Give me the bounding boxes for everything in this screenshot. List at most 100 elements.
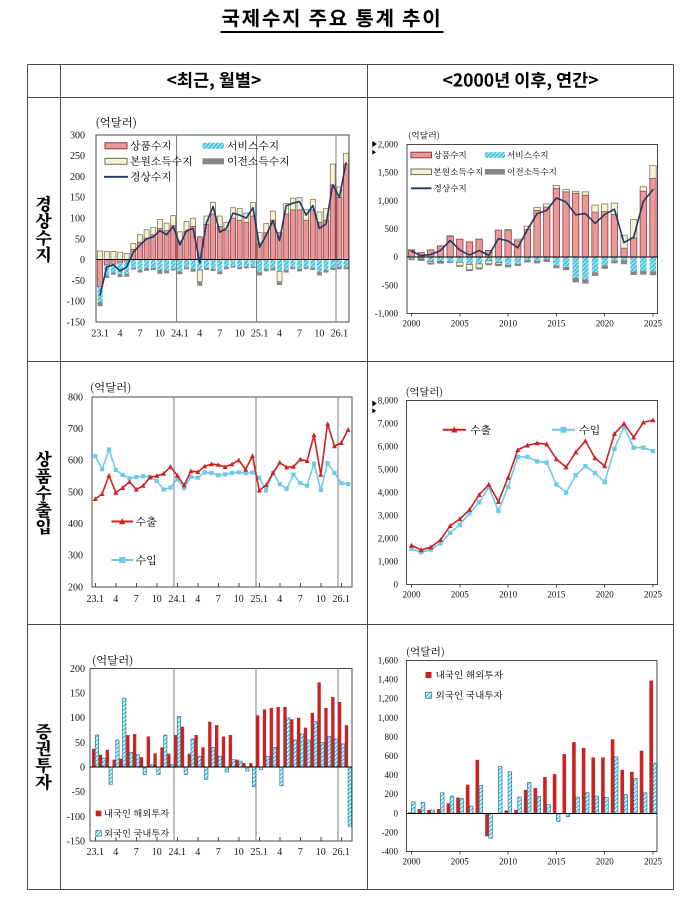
svg-text:2005: 2005 <box>451 857 470 867</box>
svg-text:2000: 2000 <box>403 590 422 600</box>
svg-text:6,000: 6,000 <box>378 442 399 452</box>
svg-text:7: 7 <box>134 847 139 858</box>
svg-text:700: 700 <box>68 424 83 435</box>
svg-text:7: 7 <box>298 847 303 858</box>
svg-text:2025: 2025 <box>644 857 663 867</box>
svg-text:-100: -100 <box>67 812 85 823</box>
svg-text:4: 4 <box>277 329 282 340</box>
svg-text:0: 0 <box>394 580 399 590</box>
svg-text:2005: 2005 <box>451 590 470 600</box>
svg-text:2000: 2000 <box>403 857 422 867</box>
svg-text:4: 4 <box>195 847 200 858</box>
svg-text:2,000: 2,000 <box>378 140 399 150</box>
svg-text:2000: 2000 <box>403 319 422 329</box>
svg-text:150: 150 <box>70 689 85 700</box>
svg-text:25.1: 25.1 <box>251 329 269 340</box>
svg-text:2020: 2020 <box>596 590 615 600</box>
svg-text:7: 7 <box>297 329 302 340</box>
svg-text:4: 4 <box>195 594 200 605</box>
svg-text:0: 0 <box>80 255 85 266</box>
svg-text:400: 400 <box>68 519 83 530</box>
svg-text:600: 600 <box>385 751 399 761</box>
svg-text:4: 4 <box>118 329 123 340</box>
svg-text:300: 300 <box>70 130 85 141</box>
svg-text:4: 4 <box>277 594 282 605</box>
svg-text:7: 7 <box>216 847 221 858</box>
svg-text:10: 10 <box>235 329 245 340</box>
svg-text:2025: 2025 <box>644 590 663 600</box>
svg-text:26.1: 26.1 <box>333 847 351 858</box>
svg-text:26.1: 26.1 <box>331 329 349 340</box>
svg-text:8,000: 8,000 <box>378 396 399 406</box>
svg-text:-500: -500 <box>382 280 399 290</box>
svg-text:800: 800 <box>385 732 399 742</box>
svg-text:1,500: 1,500 <box>378 168 399 178</box>
svg-text:600: 600 <box>68 456 83 467</box>
svg-text:-1,000: -1,000 <box>375 309 399 319</box>
svg-text:2010: 2010 <box>499 590 518 600</box>
svg-text:7: 7 <box>134 594 139 605</box>
svg-text:26.1: 26.1 <box>333 594 351 605</box>
svg-text:7,000: 7,000 <box>378 419 399 429</box>
svg-text:2005: 2005 <box>451 319 470 329</box>
svg-text:2010: 2010 <box>499 319 518 329</box>
svg-text:500: 500 <box>385 224 399 234</box>
svg-text:800: 800 <box>68 392 83 403</box>
svg-text:1,600: 1,600 <box>378 656 399 666</box>
svg-text:1,400: 1,400 <box>378 675 399 685</box>
svg-text:400: 400 <box>385 770 399 780</box>
svg-text:1,000: 1,000 <box>378 713 399 723</box>
svg-text:0: 0 <box>394 252 399 262</box>
svg-text:2015: 2015 <box>547 319 566 329</box>
svg-text:25.1: 25.1 <box>251 847 269 858</box>
svg-text:23.1: 23.1 <box>91 329 109 340</box>
svg-text:10: 10 <box>314 329 324 340</box>
svg-text:150: 150 <box>70 193 85 204</box>
svg-text:2020: 2020 <box>596 319 615 329</box>
svg-text:2025: 2025 <box>644 319 663 329</box>
svg-text:10: 10 <box>234 847 244 858</box>
svg-text:7: 7 <box>217 329 222 340</box>
svg-text:1,200: 1,200 <box>378 694 399 704</box>
svg-text:500: 500 <box>68 487 83 498</box>
svg-text:-50: -50 <box>72 276 85 287</box>
svg-text:25.1: 25.1 <box>251 594 269 605</box>
svg-text:50: 50 <box>75 234 85 245</box>
svg-text:10: 10 <box>152 847 162 858</box>
svg-text:10: 10 <box>155 329 165 340</box>
svg-text:200: 200 <box>68 582 83 593</box>
svg-text:0: 0 <box>394 808 399 818</box>
svg-text:2015: 2015 <box>547 857 566 867</box>
svg-text:2,000: 2,000 <box>378 534 399 544</box>
svg-text:1,000: 1,000 <box>378 557 399 567</box>
svg-text:200: 200 <box>70 664 85 675</box>
svg-text:23.1: 23.1 <box>87 594 105 605</box>
svg-text:10: 10 <box>316 847 326 858</box>
svg-text:250: 250 <box>70 151 85 162</box>
svg-text:7: 7 <box>138 329 143 340</box>
svg-text:24.1: 24.1 <box>169 847 187 858</box>
svg-text:4: 4 <box>277 847 282 858</box>
svg-text:7: 7 <box>216 594 221 605</box>
svg-text:10: 10 <box>234 594 244 605</box>
svg-text:200: 200 <box>385 789 399 799</box>
svg-text:5,000: 5,000 <box>378 465 399 475</box>
svg-text:200: 200 <box>70 172 85 183</box>
svg-text:4: 4 <box>197 329 202 340</box>
svg-text:10: 10 <box>316 594 326 605</box>
svg-text:23.1: 23.1 <box>87 847 105 858</box>
svg-text:10: 10 <box>152 594 162 605</box>
svg-text:2010: 2010 <box>499 857 518 867</box>
svg-text:50: 50 <box>75 738 85 749</box>
svg-text:0: 0 <box>80 763 85 774</box>
svg-text:-150: -150 <box>67 836 85 847</box>
svg-text:2015: 2015 <box>547 590 566 600</box>
svg-text:-150: -150 <box>67 317 85 328</box>
svg-text:-50: -50 <box>72 787 85 798</box>
svg-text:7: 7 <box>298 594 303 605</box>
svg-text:-400: -400 <box>382 847 399 857</box>
svg-text:24.1: 24.1 <box>171 329 189 340</box>
svg-text:4: 4 <box>113 594 118 605</box>
svg-text:1,000: 1,000 <box>378 196 399 206</box>
svg-text:-200: -200 <box>382 827 399 837</box>
